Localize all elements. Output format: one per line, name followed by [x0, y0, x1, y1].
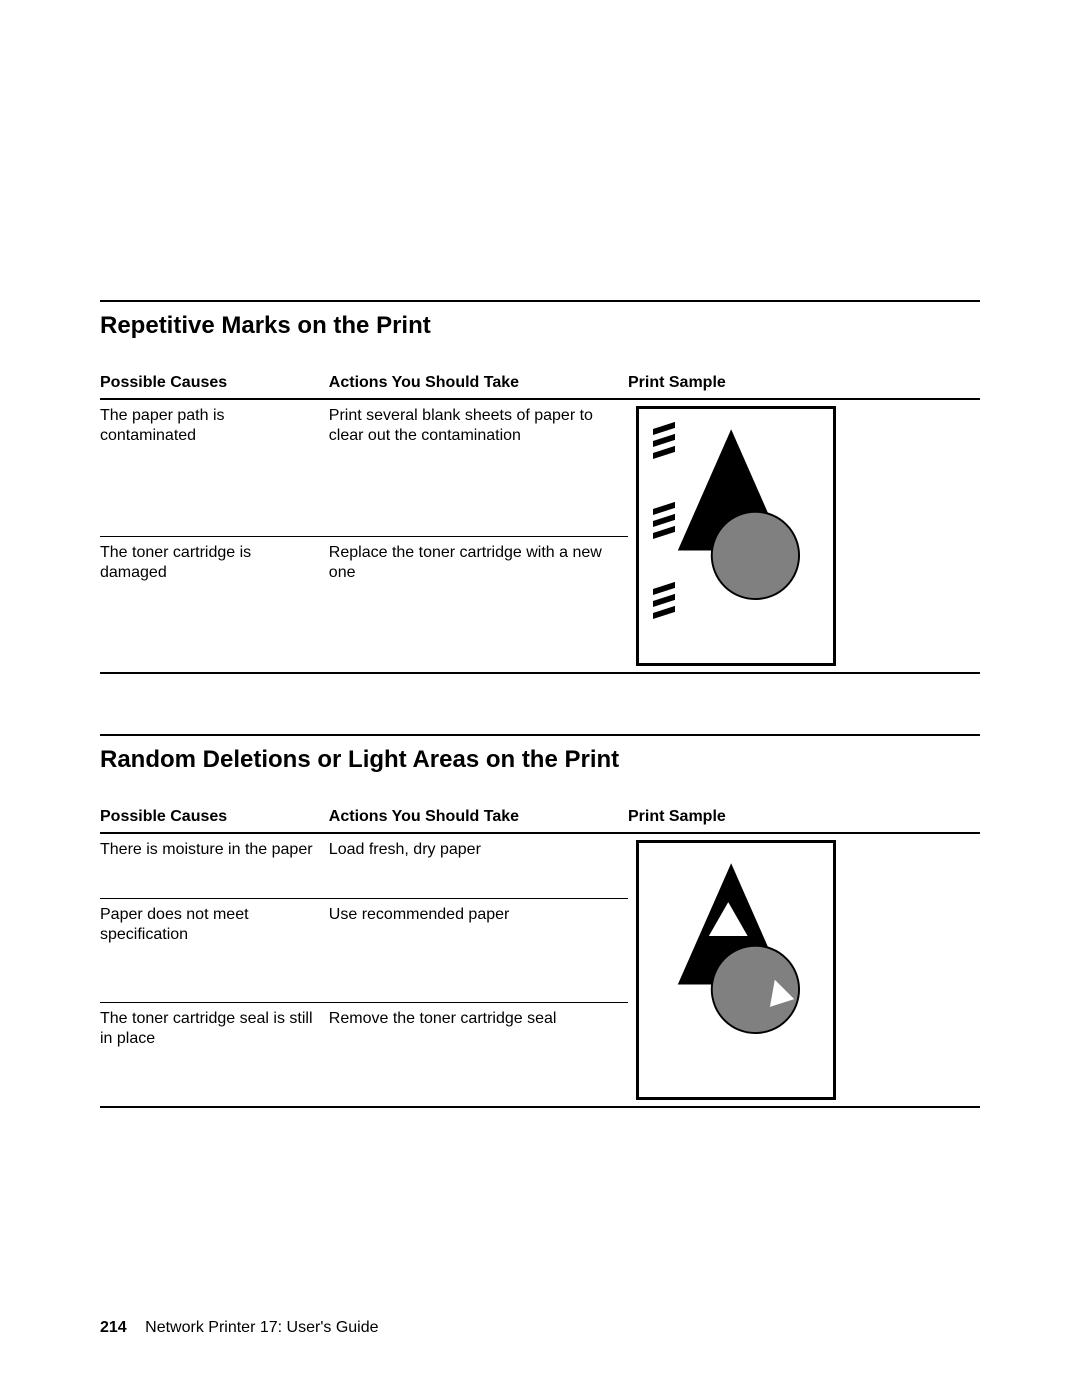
col-header-sample: Print Sample — [628, 802, 980, 833]
section-random-deletions: Random Deletions or Light Areas on the P… — [100, 734, 980, 1108]
cell-print-sample — [628, 399, 980, 673]
page-number: 214 — [100, 1319, 127, 1336]
section-title: Repetitive Marks on the Print — [100, 312, 980, 340]
page: Repetitive Marks on the Print Possible C… — [0, 0, 1080, 1397]
cell-print-sample — [628, 833, 980, 1107]
section-repetitive-marks: Repetitive Marks on the Print Possible C… — [100, 300, 980, 674]
section-title: Random Deletions or Light Areas on the P… — [100, 746, 980, 774]
col-header-sample: Print Sample — [628, 368, 980, 399]
col-header-causes: Possible Causes — [100, 368, 329, 399]
cell-action: Use recommended paper — [329, 899, 628, 1003]
table-row: The paper path is contaminated Print sev… — [100, 399, 980, 536]
troubleshoot-table-repetitive: Possible Causes Actions You Should Take … — [100, 368, 980, 674]
page-footer: 214 Network Printer 17: User's Guide — [100, 1319, 379, 1337]
cell-action: Load fresh, dry paper — [329, 833, 628, 899]
sample-shapes-icon — [639, 409, 833, 663]
doc-title: Network Printer 17: User's Guide — [145, 1319, 378, 1336]
cell-cause: The toner cartridge is damaged — [100, 536, 329, 673]
section-rule — [100, 734, 980, 736]
troubleshoot-table-deletions: Possible Causes Actions You Should Take … — [100, 802, 980, 1108]
cell-cause: Paper does not meet specification — [100, 899, 329, 1003]
cell-cause: The toner cartridge seal is still in pla… — [100, 1002, 329, 1107]
col-header-actions: Actions You Should Take — [329, 802, 628, 833]
print-sample-repetitive — [636, 406, 836, 666]
table-row: There is moisture in the paper Load fres… — [100, 833, 980, 899]
table-header-row: Possible Causes Actions You Should Take … — [100, 368, 980, 399]
cell-action: Remove the toner cartridge seal — [329, 1002, 628, 1107]
section-rule — [100, 300, 980, 302]
col-header-causes: Possible Causes — [100, 802, 329, 833]
cell-action: Replace the toner cartridge with a new o… — [329, 536, 628, 673]
cell-action: Print several blank sheets of paper to c… — [329, 399, 628, 536]
sample-shapes-icon — [639, 843, 833, 1097]
cell-cause: There is moisture in the paper — [100, 833, 329, 899]
table-header-row: Possible Causes Actions You Should Take … — [100, 802, 980, 833]
col-header-actions: Actions You Should Take — [329, 368, 628, 399]
print-sample-deletions — [636, 840, 836, 1100]
cell-cause: The paper path is contaminated — [100, 399, 329, 536]
